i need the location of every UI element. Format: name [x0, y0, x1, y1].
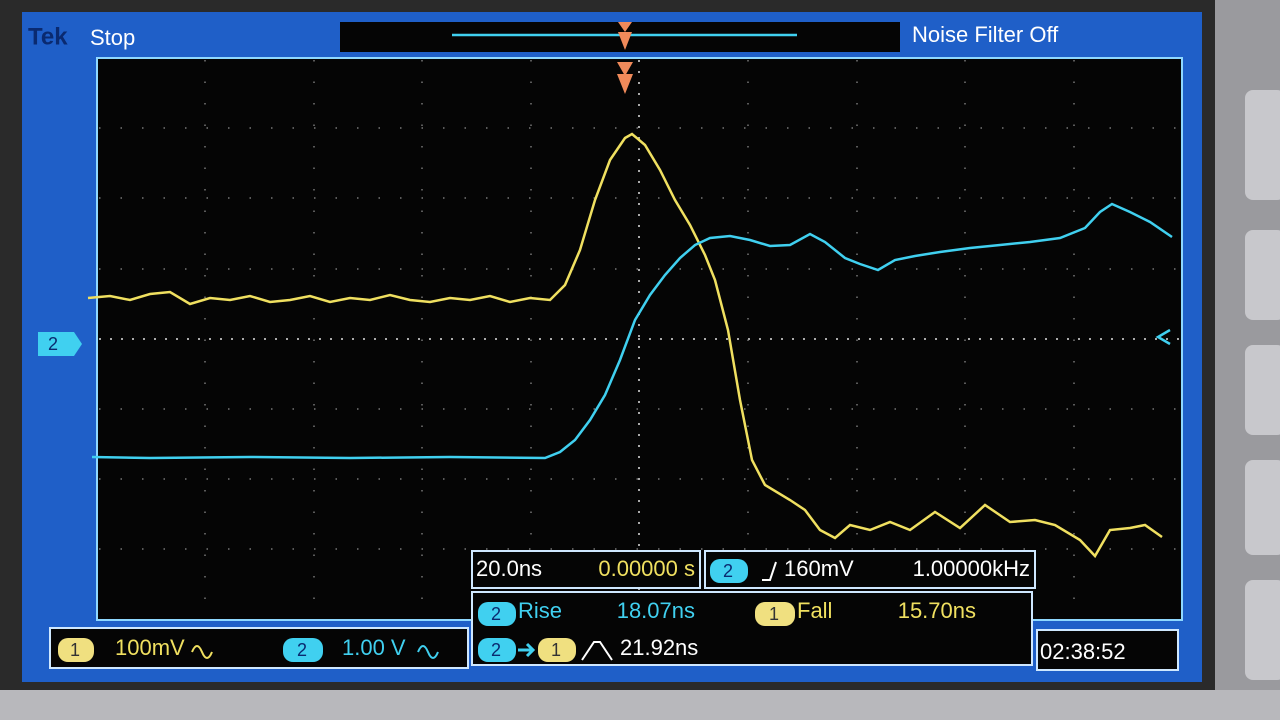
delay-to-label: 1 — [551, 640, 561, 660]
trigger-readout[interactable] — [704, 550, 1036, 589]
trigger-level: 160mV — [784, 556, 854, 581]
rise-label: Rise — [518, 598, 562, 623]
side-button[interactable] — [1245, 580, 1280, 680]
trigger-badge — [710, 559, 748, 583]
center-axes — [99, 60, 1180, 618]
brand: Tek — [28, 23, 68, 50]
ch1-scale: 100mV — [115, 635, 185, 660]
ch2-marker-label: 2 — [48, 334, 58, 354]
channel-2-trace — [91, 202, 1173, 460]
delay-to-badge — [538, 638, 576, 662]
ch1-badge-label: 1 — [70, 640, 80, 660]
rising-edge-icon — [762, 561, 777, 581]
channel-readout[interactable] — [49, 627, 469, 669]
trigger-frequency: 1.00000kHz — [913, 556, 1030, 581]
side-button[interactable] — [1245, 230, 1280, 320]
fall-badge — [755, 602, 795, 626]
fall-badge-label: 1 — [769, 604, 779, 624]
clock-box — [1036, 629, 1179, 671]
delay-arrow — [518, 642, 536, 658]
timebase-readout[interactable] — [471, 550, 701, 589]
channel-1-trace — [87, 132, 1163, 559]
ch2-bw-icon — [417, 645, 439, 659]
trigger-badge-label: 2 — [723, 561, 733, 581]
rise-badge-label: 2 — [491, 604, 501, 624]
ch2-ground-marker — [38, 332, 82, 356]
ch1-badge — [58, 638, 94, 662]
fall-value: 15.70ns — [898, 598, 976, 623]
side-button[interactable] — [1245, 460, 1280, 555]
noise-filter: Noise Filter Off — [912, 22, 1059, 47]
ch2-badge — [283, 638, 323, 662]
clock: 02:38:52 — [1040, 639, 1126, 664]
time-scale: 20.0ns — [476, 556, 542, 581]
rise-badge — [478, 602, 516, 626]
run-state: Stop — [90, 25, 135, 50]
bottom-panel — [0, 690, 1280, 720]
fall-label: Fall — [797, 598, 832, 623]
ch1-bw-icon — [191, 645, 213, 659]
side-button[interactable] — [1245, 345, 1280, 435]
trigger-position — [617, 22, 633, 94]
rise-value: 18.07ns — [617, 598, 695, 623]
delay-from-badge — [478, 638, 516, 662]
trigger-level-marker — [1155, 328, 1171, 346]
side-button[interactable] — [1245, 90, 1280, 200]
ch2-scale: 1.00 V — [342, 635, 406, 660]
delay-from-label: 2 — [491, 640, 501, 660]
delay-value: 21.92ns — [620, 635, 698, 660]
edge-pair-icon — [581, 641, 613, 661]
time-position: 0.00000 s — [598, 556, 695, 581]
ch2-badge-label: 2 — [297, 640, 307, 660]
